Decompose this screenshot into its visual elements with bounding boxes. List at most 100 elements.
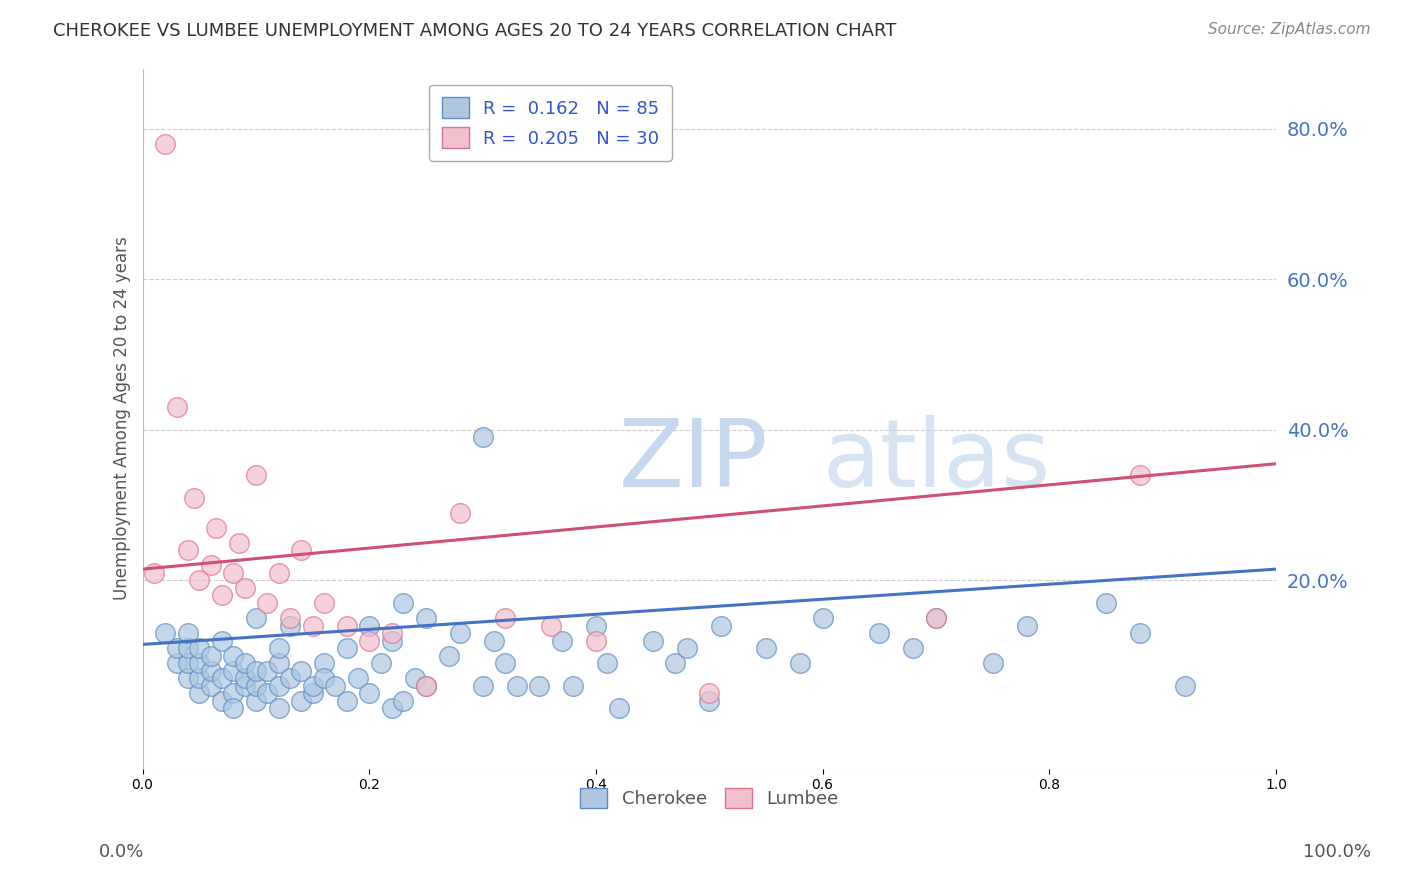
Point <box>449 506 471 520</box>
Point <box>903 641 925 656</box>
Point <box>755 641 778 656</box>
Point <box>267 701 290 715</box>
Point <box>562 679 585 693</box>
Point <box>211 633 233 648</box>
Point <box>153 626 176 640</box>
Point <box>245 468 267 483</box>
Point <box>359 633 381 648</box>
Point <box>370 657 392 671</box>
Point <box>267 657 290 671</box>
Point <box>437 648 460 663</box>
Point <box>335 618 357 632</box>
Point <box>415 679 437 693</box>
Point <box>607 701 630 715</box>
Point <box>1129 626 1152 640</box>
Point <box>183 491 205 505</box>
Point <box>585 633 607 648</box>
Point <box>233 657 256 671</box>
Point <box>925 611 948 625</box>
Point <box>177 626 200 640</box>
Point <box>312 671 335 685</box>
Point <box>664 657 686 671</box>
Point <box>301 679 323 693</box>
Point <box>404 671 426 685</box>
Point <box>267 566 290 580</box>
Point <box>301 686 323 700</box>
Point <box>359 618 381 632</box>
Point <box>641 633 664 648</box>
Point <box>256 664 278 678</box>
Point <box>245 664 267 678</box>
Point <box>1015 618 1038 632</box>
Point <box>415 679 437 693</box>
Point <box>177 641 200 656</box>
Point <box>494 657 516 671</box>
Point <box>335 641 357 656</box>
Point <box>540 618 562 632</box>
Point <box>166 657 188 671</box>
Point <box>697 694 720 708</box>
Point <box>278 671 301 685</box>
Point <box>278 611 301 625</box>
Legend: Cherokee, Lumbee: Cherokee, Lumbee <box>572 780 846 815</box>
Point <box>200 558 222 573</box>
Text: Source: ZipAtlas.com: Source: ZipAtlas.com <box>1208 22 1371 37</box>
Point <box>551 633 574 648</box>
Point <box>697 686 720 700</box>
Point <box>205 521 228 535</box>
Point <box>392 596 415 610</box>
Point <box>381 701 404 715</box>
Point <box>245 679 267 693</box>
Point <box>494 611 516 625</box>
Point <box>1129 468 1152 483</box>
Point <box>359 686 381 700</box>
Point <box>245 694 267 708</box>
Point <box>166 641 188 656</box>
Point <box>177 671 200 685</box>
Point <box>381 633 404 648</box>
Point <box>925 611 948 625</box>
Point <box>200 679 222 693</box>
Point <box>233 581 256 595</box>
Point <box>449 626 471 640</box>
Point <box>166 401 188 415</box>
Point <box>211 694 233 708</box>
Point <box>188 574 211 588</box>
Point <box>222 566 245 580</box>
Point <box>381 626 404 640</box>
Y-axis label: Unemployment Among Ages 20 to 24 years: Unemployment Among Ages 20 to 24 years <box>114 236 131 600</box>
Point <box>211 671 233 685</box>
Point <box>222 701 245 715</box>
Point <box>222 686 245 700</box>
Point <box>200 648 222 663</box>
Point <box>1095 596 1118 610</box>
Point <box>222 648 245 663</box>
Text: CHEROKEE VS LUMBEE UNEMPLOYMENT AMONG AGES 20 TO 24 YEARS CORRELATION CHART: CHEROKEE VS LUMBEE UNEMPLOYMENT AMONG AG… <box>53 22 897 40</box>
Point <box>233 671 256 685</box>
Point <box>392 694 415 708</box>
Point <box>482 633 505 648</box>
Point <box>312 596 335 610</box>
Point <box>142 566 165 580</box>
Text: ZIP: ZIP <box>619 415 768 507</box>
Point <box>278 618 301 632</box>
Point <box>290 664 312 678</box>
Point <box>981 657 1004 671</box>
Point <box>222 664 245 678</box>
Point <box>868 626 890 640</box>
Point <box>585 618 607 632</box>
Point <box>596 657 619 671</box>
Point <box>471 679 494 693</box>
Point <box>312 657 335 671</box>
Point <box>256 686 278 700</box>
Point <box>200 664 222 678</box>
Text: 0.0%: 0.0% <box>98 843 143 861</box>
Point <box>233 679 256 693</box>
Point <box>789 657 811 671</box>
Point <box>301 618 323 632</box>
Point <box>228 536 250 550</box>
Point <box>153 136 176 151</box>
Text: 100.0%: 100.0% <box>1303 843 1371 861</box>
Point <box>211 589 233 603</box>
Point <box>323 679 346 693</box>
